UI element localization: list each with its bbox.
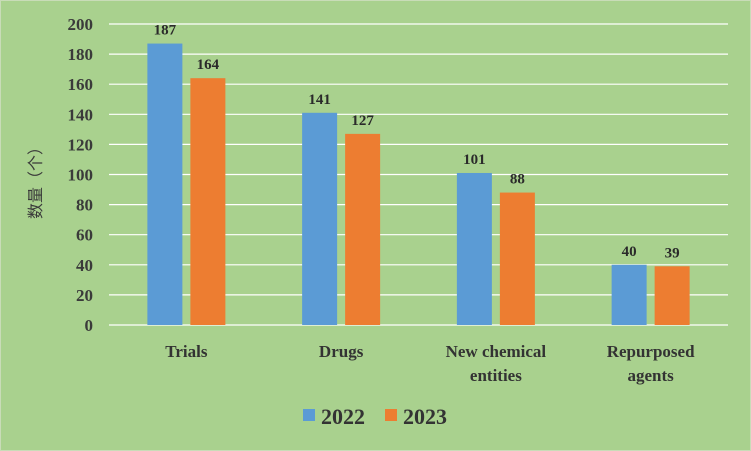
- data-label-2023-2: 88: [510, 172, 525, 188]
- y-tick-label: 100: [68, 166, 94, 185]
- bar-2022-0: [147, 43, 183, 325]
- bar-2023-2: [499, 192, 535, 325]
- y-tick-label: 40: [76, 256, 93, 275]
- bar-2022-1: [302, 112, 338, 325]
- bar-2022-2: [456, 172, 492, 325]
- data-label-2023-1: 127: [351, 113, 374, 129]
- y-tick-label: 140: [68, 105, 94, 124]
- y-tick-label: 80: [76, 196, 93, 215]
- bar-2023-0: [190, 78, 226, 326]
- bars: [147, 43, 690, 326]
- y-axis: 0 20 40 60 80 100 120 140 160 180 200: [68, 15, 94, 335]
- data-labels: 187 164 141 127 101 88 40 39: [154, 23, 680, 262]
- x-tick-label: entities: [470, 366, 522, 385]
- legend: 2022 2023: [303, 404, 447, 429]
- data-label-2022-1: 141: [308, 92, 331, 108]
- y-tick-label: 60: [76, 226, 93, 245]
- x-tick-label: New chemical: [446, 342, 547, 361]
- x-tick-label: Drugs: [319, 342, 364, 361]
- y-tick-label: 120: [68, 135, 94, 154]
- y-axis-title: 数量（个）: [26, 139, 45, 219]
- x-tick-label: Repurposed: [607, 342, 695, 361]
- y-tick-label: 20: [76, 286, 93, 305]
- y-tick-label: 160: [68, 75, 94, 94]
- data-label-2022-3: 40: [622, 244, 637, 260]
- data-label-2023-3: 39: [665, 245, 680, 261]
- x-tick-label: agents: [627, 366, 674, 385]
- x-tick-label: Trials: [165, 342, 208, 361]
- bar-2022-3: [611, 264, 647, 325]
- legend-label-2022: 2022: [321, 404, 365, 429]
- bar-2023-3: [654, 266, 690, 325]
- bar-2023-1: [345, 133, 381, 325]
- y-tick-label: 200: [68, 15, 94, 34]
- data-label-2023-0: 164: [197, 57, 220, 73]
- data-label-2022-2: 101: [463, 152, 486, 168]
- data-label-2022-0: 187: [154, 23, 177, 39]
- legend-label-2023: 2023: [403, 404, 447, 429]
- legend-swatch-2023: [385, 409, 397, 421]
- y-tick-label: 180: [68, 45, 94, 64]
- legend-swatch-2022: [303, 409, 315, 421]
- x-axis: Trials Drugs New chemical entities Repurpose…: [165, 342, 695, 385]
- y-tick-label: 0: [85, 316, 94, 335]
